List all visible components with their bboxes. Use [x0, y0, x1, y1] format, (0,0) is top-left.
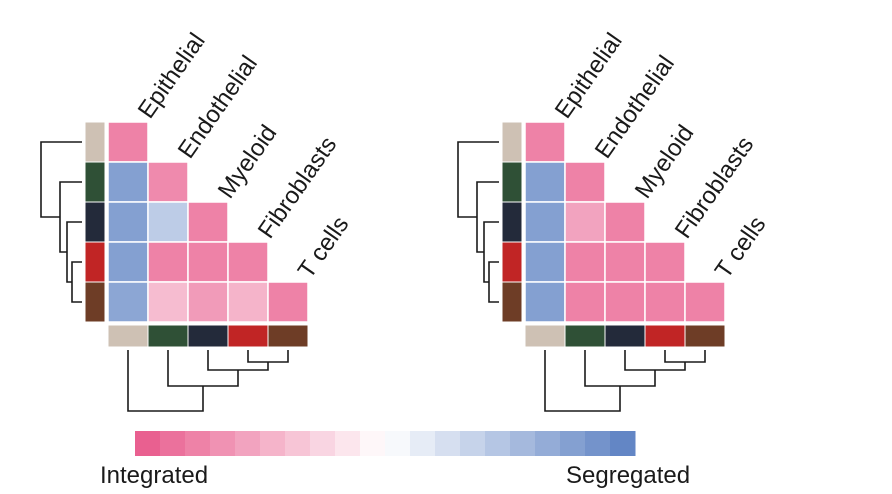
col-color-swatch-t-cells [267, 324, 309, 348]
column-dendrogram [544, 350, 706, 412]
heatmap-cell-endothelial-x-endothelial [147, 161, 189, 203]
row-color-swatch-myeloid [501, 201, 523, 243]
heatmap-cell-t-cells-x-endothelial [564, 281, 606, 323]
colorbar-step [560, 431, 586, 456]
row-color-swatch-fibroblasts [501, 241, 523, 283]
colorbar-step [235, 431, 261, 456]
row-color-swatch-myeloid [84, 201, 106, 243]
heatmap-panel-integrated-vs-segregated-2: EpithelialEndothelialMyeloidFibroblastsT… [457, 28, 772, 412]
column-dendrogram [127, 350, 289, 412]
colorbar-step [360, 431, 386, 456]
colorbar-step [335, 431, 361, 456]
col-color-swatch-endothelial [147, 324, 189, 348]
heatmap-cell-myeloid-x-myeloid [187, 201, 229, 243]
heatmap-panel-integrated-vs-segregated-1: EpithelialEndothelialMyeloidFibroblastsT… [40, 28, 355, 412]
row-color-swatch-epithelial [501, 121, 523, 163]
heatmap-cell-t-cells-x-myeloid [187, 281, 229, 323]
col-color-swatch-fibroblasts [644, 324, 686, 348]
colorbar-step [135, 431, 161, 456]
col-color-swatch-epithelial [524, 324, 566, 348]
colorbar-step [535, 431, 561, 456]
row-dendrogram [457, 141, 499, 303]
col-color-swatch-myeloid [604, 324, 646, 348]
colorbar-step [385, 431, 411, 456]
colorbar-step [410, 431, 436, 456]
colorbar-step [610, 431, 636, 456]
heatmap-cell-myeloid-x-myeloid [604, 201, 646, 243]
heatmap-cell-fibroblasts-x-fibroblasts [644, 241, 686, 283]
heatmap-cell-t-cells-x-fibroblasts [644, 281, 686, 323]
colorbar-step [485, 431, 511, 456]
row-dendrogram [40, 141, 82, 303]
colorbar-step [210, 431, 236, 456]
heatmap-cell-t-cells-x-epithelial [107, 281, 149, 323]
row-color-swatch-fibroblasts [84, 241, 106, 283]
colorbar-step [310, 431, 336, 456]
heatmap-cell-myeloid-x-epithelial [107, 201, 149, 243]
row-color-swatch-epithelial [84, 121, 106, 163]
col-color-swatch-fibroblasts [227, 324, 269, 348]
heatmap-cell-fibroblasts-x-epithelial [524, 241, 566, 283]
category-label-myeloid: Myeloid [630, 120, 700, 203]
heatmap-cell-t-cells-x-epithelial [524, 281, 566, 323]
category-label-t-cells: T cells [293, 212, 355, 284]
row-color-swatch-endothelial [501, 161, 523, 203]
legend-high-label: Segregated [566, 462, 691, 489]
colorbar-step [160, 431, 186, 456]
heatmap-cell-t-cells-x-endothelial [147, 281, 189, 323]
heatmap-cell-myeloid-x-endothelial [147, 201, 189, 243]
heatmap-cell-t-cells-x-myeloid [604, 281, 646, 323]
colorbar [135, 431, 636, 456]
colorbar-step [510, 431, 536, 456]
heatmap-cell-fibroblasts-x-endothelial [564, 241, 606, 283]
heatmap-cell-fibroblasts-x-fibroblasts [227, 241, 269, 283]
row-color-swatch-t-cells [84, 281, 106, 323]
heatmap-cell-epithelial-x-epithelial [524, 121, 566, 163]
heatmap-cell-myeloid-x-epithelial [524, 201, 566, 243]
heatmap-cell-endothelial-x-endothelial [564, 161, 606, 203]
category-label-t-cells: T cells [710, 212, 772, 284]
heatmap-cell-myeloid-x-endothelial [564, 201, 606, 243]
colorbar-step [585, 431, 611, 456]
heatmap-cell-endothelial-x-epithelial [107, 161, 149, 203]
heatmap-cell-fibroblasts-x-myeloid [187, 241, 229, 283]
heatmap-cell-fibroblasts-x-epithelial [107, 241, 149, 283]
colorbar-step [260, 431, 286, 456]
colorbar-step [435, 431, 461, 456]
category-label-myeloid: Myeloid [213, 120, 283, 203]
row-color-swatch-t-cells [501, 281, 523, 323]
heatmap-cell-endothelial-x-epithelial [524, 161, 566, 203]
colorbar-step [285, 431, 311, 456]
heatmap-cell-fibroblasts-x-endothelial [147, 241, 189, 283]
col-color-swatch-t-cells [684, 324, 726, 348]
col-color-swatch-myeloid [187, 324, 229, 348]
legend-low-label: Integrated [100, 462, 209, 489]
colorbar-step [460, 431, 486, 456]
colorbar-step [185, 431, 211, 456]
heatmap-cell-t-cells-x-t-cells [684, 281, 726, 323]
heatmap-cell-t-cells-x-t-cells [267, 281, 309, 323]
col-color-swatch-endothelial [564, 324, 606, 348]
heatmap-cell-fibroblasts-x-myeloid [604, 241, 646, 283]
heatmap-cell-epithelial-x-epithelial [107, 121, 149, 163]
heatmap-cell-t-cells-x-fibroblasts [227, 281, 269, 323]
row-color-swatch-endothelial [84, 161, 106, 203]
col-color-swatch-epithelial [107, 324, 149, 348]
